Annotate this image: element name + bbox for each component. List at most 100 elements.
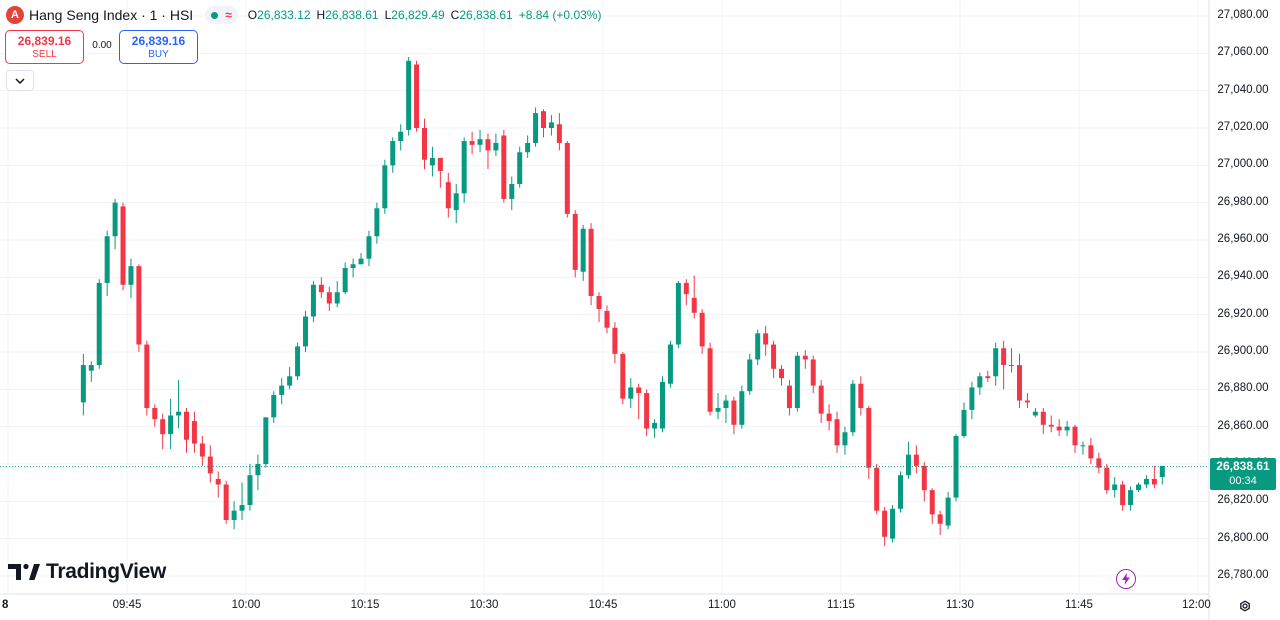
candle-body: [541, 111, 546, 128]
candle: [842, 426, 848, 455]
candle: [287, 366, 293, 390]
candle-body: [374, 208, 380, 237]
candle-body: [271, 394, 277, 418]
candle: [882, 506, 888, 547]
symbol-logo[interactable]: A: [6, 6, 24, 24]
buy-button[interactable]: 26,839.16 BUY: [119, 30, 198, 64]
ohlc-values: O 26,833.12 H 26,838.61 L 26,829.49 C 26,838…: [248, 8, 602, 22]
candle: [1001, 340, 1007, 390]
candle: [191, 411, 197, 453]
candle: [1136, 482, 1141, 492]
candle: [937, 510, 943, 535]
candle: [1009, 348, 1015, 373]
candle: [802, 350, 808, 369]
price-axis-label: 26,800.00: [1217, 531, 1269, 544]
change-value: +8.84 (+0.03%): [518, 8, 602, 22]
high-value: 26,838.61: [325, 8, 379, 22]
sell-button[interactable]: 26,839.16 SELL: [5, 30, 84, 64]
chart-settings-button[interactable]: [1236, 597, 1254, 615]
candle-body: [636, 387, 642, 394]
candle: [437, 157, 443, 188]
candle: [961, 402, 967, 438]
candle: [620, 352, 626, 405]
low-value: 26,829.49: [391, 8, 445, 22]
candle-body: [969, 387, 975, 410]
candle-body: [215, 478, 221, 485]
candle: [509, 176, 515, 211]
candle-body: [1128, 490, 1134, 506]
candle: [199, 436, 205, 466]
candle: [953, 434, 959, 502]
candle-body: [493, 142, 499, 151]
candle-body: [247, 475, 253, 506]
candle-body: [564, 142, 570, 214]
candle: [644, 389, 650, 436]
candle: [898, 471, 903, 513]
candle-body: [810, 359, 816, 386]
candle: [422, 118, 427, 170]
candle: [429, 146, 435, 177]
candle-body: [525, 142, 531, 153]
candle: [731, 396, 737, 435]
candle-body: [517, 152, 523, 184]
candle: [525, 135, 531, 158]
candle: [969, 381, 975, 420]
candle-body: [1032, 411, 1038, 416]
candle: [747, 353, 753, 395]
gear-icon: [1240, 600, 1250, 612]
candle: [231, 501, 237, 530]
candle-body: [779, 368, 784, 379]
candle-body: [191, 421, 197, 444]
price-axis-label: 26,980.00: [1217, 195, 1269, 208]
candle: [834, 411, 840, 453]
candle: [779, 365, 784, 386]
candle-body: [905, 454, 911, 476]
candle: [1048, 415, 1054, 433]
close-key: C: [450, 8, 460, 22]
candle: [929, 488, 935, 524]
candle: [88, 361, 94, 382]
candle-body: [485, 139, 491, 151]
candle: [667, 340, 673, 388]
candle-body: [1120, 484, 1126, 506]
market-status-pill[interactable]: ≈: [205, 6, 238, 24]
candle: [564, 141, 570, 218]
candle: [786, 380, 792, 416]
candle-body: [199, 443, 205, 457]
collapse-legend-button[interactable]: [6, 70, 34, 91]
candle-body: [223, 484, 229, 520]
candle: [406, 57, 412, 136]
price-axis-label: 26,920.00: [1217, 307, 1269, 320]
candle: [461, 137, 467, 203]
candle-body: [390, 141, 396, 166]
candle: [905, 441, 911, 479]
candle-body: [1104, 467, 1110, 491]
candle-body: [136, 266, 142, 345]
candle: [279, 378, 285, 405]
candle-body: [596, 296, 602, 310]
candle-body: [652, 422, 658, 429]
symbol-title[interactable]: Hang Seng Index · 1 · HSI: [29, 7, 194, 23]
candle: [374, 202, 380, 244]
close-value: 26,838.61: [459, 8, 513, 22]
candle: [1143, 475, 1149, 489]
candle-body: [295, 346, 301, 377]
candle: [326, 286, 332, 311]
candle: [168, 398, 174, 450]
candle: [1024, 393, 1030, 408]
candle-body: [707, 348, 713, 412]
candle: [548, 114, 554, 136]
candle: [469, 131, 475, 155]
candle: [810, 355, 816, 394]
sell-price: 26,839.16: [17, 34, 72, 48]
candle: [1080, 441, 1086, 455]
candle-body: [501, 135, 507, 199]
tradingview-logo[interactable]: TradingView: [8, 560, 166, 584]
candle: [1040, 408, 1046, 435]
lightning-button[interactable]: [1116, 569, 1136, 589]
candle-body: [184, 411, 189, 440]
candle: [1017, 353, 1022, 408]
time-axis-label: 12:00: [1182, 599, 1211, 611]
candle: [604, 305, 610, 334]
